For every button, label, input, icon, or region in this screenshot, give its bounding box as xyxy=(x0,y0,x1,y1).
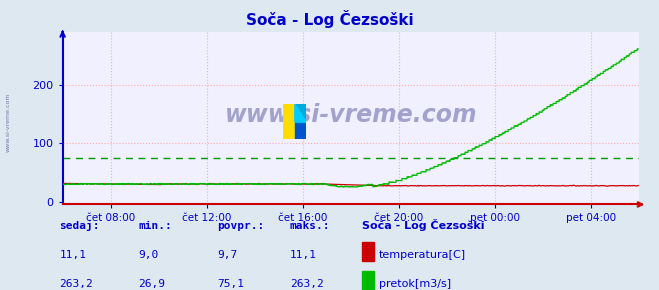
Text: www.si-vreme.com: www.si-vreme.com xyxy=(225,103,477,127)
Text: 263,2: 263,2 xyxy=(290,279,324,289)
Text: min.:: min.: xyxy=(138,221,172,231)
Text: 9,0: 9,0 xyxy=(138,250,159,260)
Text: 11,1: 11,1 xyxy=(290,250,317,260)
Text: Soča - Log Čezsoški: Soča - Log Čezsoški xyxy=(246,10,413,28)
Bar xyxy=(295,122,306,139)
Text: pretok[m3/s]: pretok[m3/s] xyxy=(379,279,451,289)
Text: povpr.:: povpr.: xyxy=(217,221,265,231)
Text: sedaj:: sedaj: xyxy=(59,220,100,231)
Bar xyxy=(283,104,295,139)
Text: 75,1: 75,1 xyxy=(217,279,244,289)
Text: temperatura[C]: temperatura[C] xyxy=(379,250,466,260)
Text: 9,7: 9,7 xyxy=(217,250,238,260)
Text: 263,2: 263,2 xyxy=(59,279,93,289)
Bar xyxy=(295,104,306,122)
Text: www.si-vreme.com: www.si-vreme.com xyxy=(5,92,11,152)
Text: Soča - Log Čezsoški: Soča - Log Čezsoški xyxy=(362,219,485,231)
Text: 26,9: 26,9 xyxy=(138,279,165,289)
Text: 11,1: 11,1 xyxy=(59,250,86,260)
Text: maks.:: maks.: xyxy=(290,221,330,231)
Polygon shape xyxy=(295,104,306,122)
